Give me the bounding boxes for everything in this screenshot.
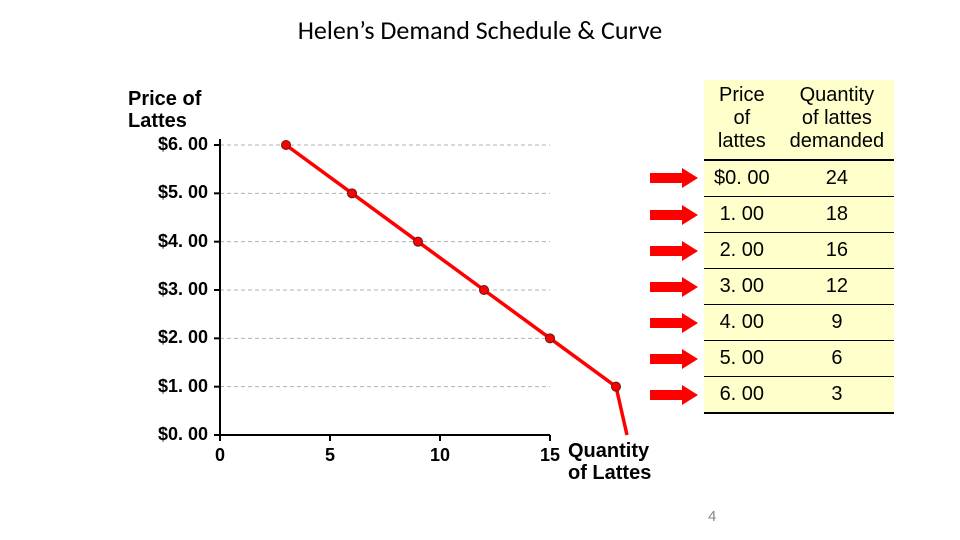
cell-price: 5. 00 xyxy=(704,341,780,377)
cell-price: 3. 00 xyxy=(704,269,780,305)
table-row: 4. 009 xyxy=(704,305,894,341)
cell-qty: 6 xyxy=(780,341,895,377)
y-tick-label: $6. 00 xyxy=(144,134,208,155)
x-axis-title-l2: of Lattes xyxy=(568,462,651,484)
cell-qty: 9 xyxy=(780,305,895,341)
y-tick-label: $4. 00 xyxy=(144,231,208,252)
cell-qty: 12 xyxy=(780,269,895,305)
y-tick-label: $5. 00 xyxy=(144,182,208,203)
arrow-icon xyxy=(650,205,698,225)
x-tick-label: 10 xyxy=(420,445,460,466)
x-tick-label: 5 xyxy=(310,445,350,466)
cell-price: 6. 00 xyxy=(704,377,780,414)
cell-qty: 16 xyxy=(780,233,895,269)
x-axis-title-l1: Quantity xyxy=(568,440,649,462)
cell-price: 2. 00 xyxy=(704,233,780,269)
y-tick-label: $2. 00 xyxy=(144,327,208,348)
x-tick-label: 15 xyxy=(530,445,570,466)
table-row: 1. 0018 xyxy=(704,197,894,233)
cell-qty: 18 xyxy=(780,197,895,233)
x-tick-label: 0 xyxy=(200,445,240,466)
cell-qty: 24 xyxy=(780,160,895,197)
x-axis-title: Quantity of Lattes xyxy=(568,440,651,484)
table-row: 6. 003 xyxy=(704,377,894,414)
cell-price: 4. 00 xyxy=(704,305,780,341)
y-tick-label: $1. 00 xyxy=(144,376,208,397)
y-tick-label: $3. 00 xyxy=(144,279,208,300)
table-header-price: Price of lattes xyxy=(704,80,780,160)
arrow-icon xyxy=(650,241,698,261)
table-row: 2. 0016 xyxy=(704,233,894,269)
cell-qty: 3 xyxy=(780,377,895,414)
table-row: $0. 0024 xyxy=(704,160,894,197)
y-tick-label: $0. 00 xyxy=(144,424,208,445)
demand-schedule-table: Price of lattes Quantity of lattes deman… xyxy=(704,80,894,414)
arrow-icon xyxy=(650,277,698,297)
arrow-icon xyxy=(650,385,698,405)
arrow-icon xyxy=(650,349,698,369)
arrow-icon xyxy=(650,168,698,188)
table-row: 3. 0012 xyxy=(704,269,894,305)
page-number: 4 xyxy=(708,508,716,525)
cell-price: 1. 00 xyxy=(704,197,780,233)
table-header-qty: Quantity of lattes demanded xyxy=(780,80,895,160)
cell-price: $0. 00 xyxy=(704,160,780,197)
arrow-icon xyxy=(650,313,698,333)
table-row: 5. 006 xyxy=(704,341,894,377)
